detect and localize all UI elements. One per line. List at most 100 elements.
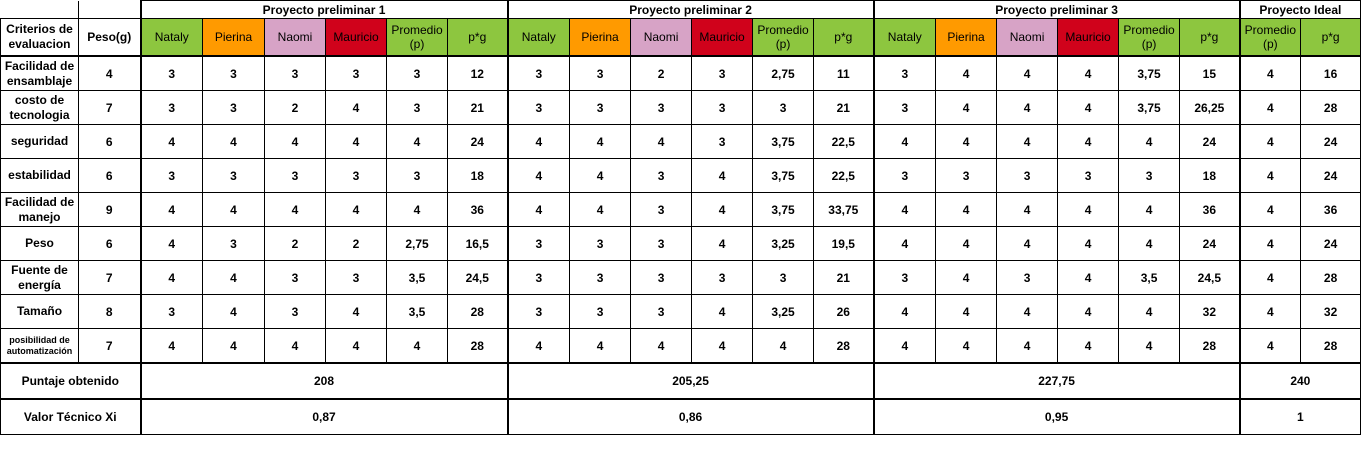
score-naomi: 4 bbox=[264, 328, 326, 364]
score-pierina: 4 bbox=[202, 192, 265, 227]
criterion-label: Facilidad de manejo bbox=[0, 192, 79, 227]
weighted-header: p*g bbox=[446, 18, 509, 57]
score-naomi: 4 bbox=[996, 226, 1059, 261]
average-value: 4 bbox=[1118, 192, 1181, 227]
score-pierina: 4 bbox=[935, 294, 998, 329]
weighted-value: 28 bbox=[1300, 260, 1362, 295]
score-nataly: 4 bbox=[872, 226, 937, 261]
score-pierina: 4 bbox=[935, 328, 998, 364]
criterion-row: Facilidad de manejo 9 4 4 4 4 4 36 4 4 3 4 3,75 33,75… bbox=[0, 192, 1362, 227]
average-value: 4 bbox=[1238, 158, 1302, 193]
score-nataly: 3 bbox=[506, 294, 571, 329]
average-value: 3,5 bbox=[386, 294, 448, 329]
criterion-label: costo de tecnologia bbox=[0, 90, 79, 125]
weighted-value: 33,75 bbox=[813, 192, 875, 227]
criterion-row: Facilidad de ensamblaje 4 3 3 3 3 3 12 3 3 2 3 2,75 1… bbox=[0, 55, 1362, 91]
average-value: 3 bbox=[386, 90, 448, 125]
average-header: Promedio (p) bbox=[386, 18, 448, 57]
score-nataly: 4 bbox=[139, 192, 203, 227]
average-value: 3 bbox=[1118, 158, 1181, 193]
weighted-value: 36 bbox=[446, 192, 509, 227]
score-pierina: 4 bbox=[202, 260, 265, 295]
score-nataly: 3 bbox=[139, 90, 203, 125]
average-value: 3 bbox=[752, 90, 815, 125]
score-pierina: 4 bbox=[935, 192, 998, 227]
score-naomi: 4 bbox=[264, 124, 326, 159]
average-value: 2,75 bbox=[752, 55, 815, 91]
score-mauricio: 3 bbox=[691, 124, 754, 159]
weighted-value: 12 bbox=[446, 55, 509, 91]
average-value: 3,75 bbox=[752, 158, 815, 193]
score-pierina: 4 bbox=[935, 226, 998, 261]
score-nataly: 4 bbox=[872, 294, 937, 329]
score-pierina: 4 bbox=[935, 55, 998, 91]
score-mauricio: 3 bbox=[691, 90, 754, 125]
weight-value: 7 bbox=[78, 328, 141, 364]
weighted-value: 24 bbox=[1179, 226, 1241, 261]
criterion-row: posibilidad de automatización 7 4 4 4 4 4 28 4 4 4… bbox=[0, 328, 1362, 364]
weighted-value: 21 bbox=[446, 90, 509, 125]
criterion-row: seguridad 6 4 4 4 4 4 24 4 4 4 3 3,75 22,5 4 4 4 4 4 24 4 24 bbox=[0, 124, 1362, 159]
score-mauricio: 4 bbox=[691, 328, 754, 364]
evaluation-table: Proyecto preliminar 1 Proyecto prelimina… bbox=[0, 0, 1362, 435]
weight-value: 6 bbox=[78, 226, 141, 261]
score-naomi: 4 bbox=[996, 294, 1059, 329]
score-pierina: 3 bbox=[935, 158, 998, 193]
score-pierina: 3 bbox=[569, 90, 632, 125]
score-pierina: 4 bbox=[935, 124, 998, 159]
score-naomi: 3 bbox=[630, 158, 693, 193]
weighted-value: 16 bbox=[1300, 55, 1362, 91]
score-naomi: 2 bbox=[630, 55, 693, 91]
evaluator-header: Nataly bbox=[139, 18, 203, 57]
criterion-label: estabilidad bbox=[0, 158, 79, 193]
average-value: 4 bbox=[1238, 90, 1302, 125]
weighted-value: 24 bbox=[1179, 124, 1241, 159]
technical-value: 0,95 bbox=[872, 398, 1241, 435]
average-value: 3,75 bbox=[1118, 90, 1181, 125]
average-value: 4 bbox=[1118, 328, 1181, 364]
weighted-value: 26 bbox=[813, 294, 875, 329]
score-naomi: 3 bbox=[630, 226, 693, 261]
criterion-label: Facilidad de ensamblaje bbox=[0, 55, 79, 91]
average-header: Promedio (p) bbox=[1118, 18, 1181, 57]
average-value: 4 bbox=[1238, 192, 1302, 227]
score-mauricio: 4 bbox=[691, 226, 754, 261]
weight-value: 4 bbox=[78, 55, 141, 91]
score-naomi: 4 bbox=[996, 328, 1059, 364]
score-pierina: 4 bbox=[935, 90, 998, 125]
score-pierina: 3 bbox=[569, 226, 632, 261]
average-value: 4 bbox=[1118, 226, 1181, 261]
score-naomi: 4 bbox=[996, 192, 1059, 227]
weighted-value: 32 bbox=[1300, 294, 1362, 329]
score-pierina: 4 bbox=[569, 328, 632, 364]
weighted-value: 22,5 bbox=[813, 158, 875, 193]
score-mauricio: 4 bbox=[1057, 124, 1120, 159]
weighted-value: 28 bbox=[1300, 328, 1362, 364]
score-pierina: 4 bbox=[202, 294, 265, 329]
score-pierina: 3 bbox=[202, 158, 265, 193]
average-value: 3 bbox=[386, 55, 448, 91]
weight-value: 9 bbox=[78, 192, 141, 227]
score-naomi: 3 bbox=[996, 260, 1059, 295]
project-title: Proyecto Ideal bbox=[1238, 0, 1362, 19]
criterion-label: posibilidad de automatización bbox=[0, 328, 79, 364]
score-total-value: 208 bbox=[139, 362, 509, 400]
criterion-row: Tamaño 8 3 4 3 4 3,5 28 3 3 3 4 3,25 26 4 4 4 4 4 32 4 32 bbox=[0, 294, 1362, 329]
weighted-value: 22,5 bbox=[813, 124, 875, 159]
criterion-row: costo de tecnologia 7 3 3 2 4 3 21 3 3 3 3 3 21 3 4 4 4 3,… bbox=[0, 90, 1362, 125]
weighted-header: p*g bbox=[1300, 18, 1362, 57]
score-mauricio: 4 bbox=[1057, 55, 1120, 91]
score-mauricio: 4 bbox=[1057, 294, 1120, 329]
average-value: 3,5 bbox=[386, 260, 448, 295]
criteria-header: Criterios de evaluacion bbox=[0, 18, 79, 57]
evaluator-header: Pierina bbox=[569, 18, 632, 57]
score-pierina: 4 bbox=[569, 158, 632, 193]
weighted-value: 19,5 bbox=[813, 226, 875, 261]
average-value: 4 bbox=[1118, 294, 1181, 329]
score-pierina: 4 bbox=[935, 260, 998, 295]
weighted-value: 28 bbox=[446, 294, 509, 329]
project-title: Proyecto preliminar 3 bbox=[872, 0, 1241, 19]
weighted-value: 18 bbox=[1179, 158, 1241, 193]
evaluator-header: Nataly bbox=[872, 18, 937, 57]
score-naomi: 4 bbox=[630, 124, 693, 159]
